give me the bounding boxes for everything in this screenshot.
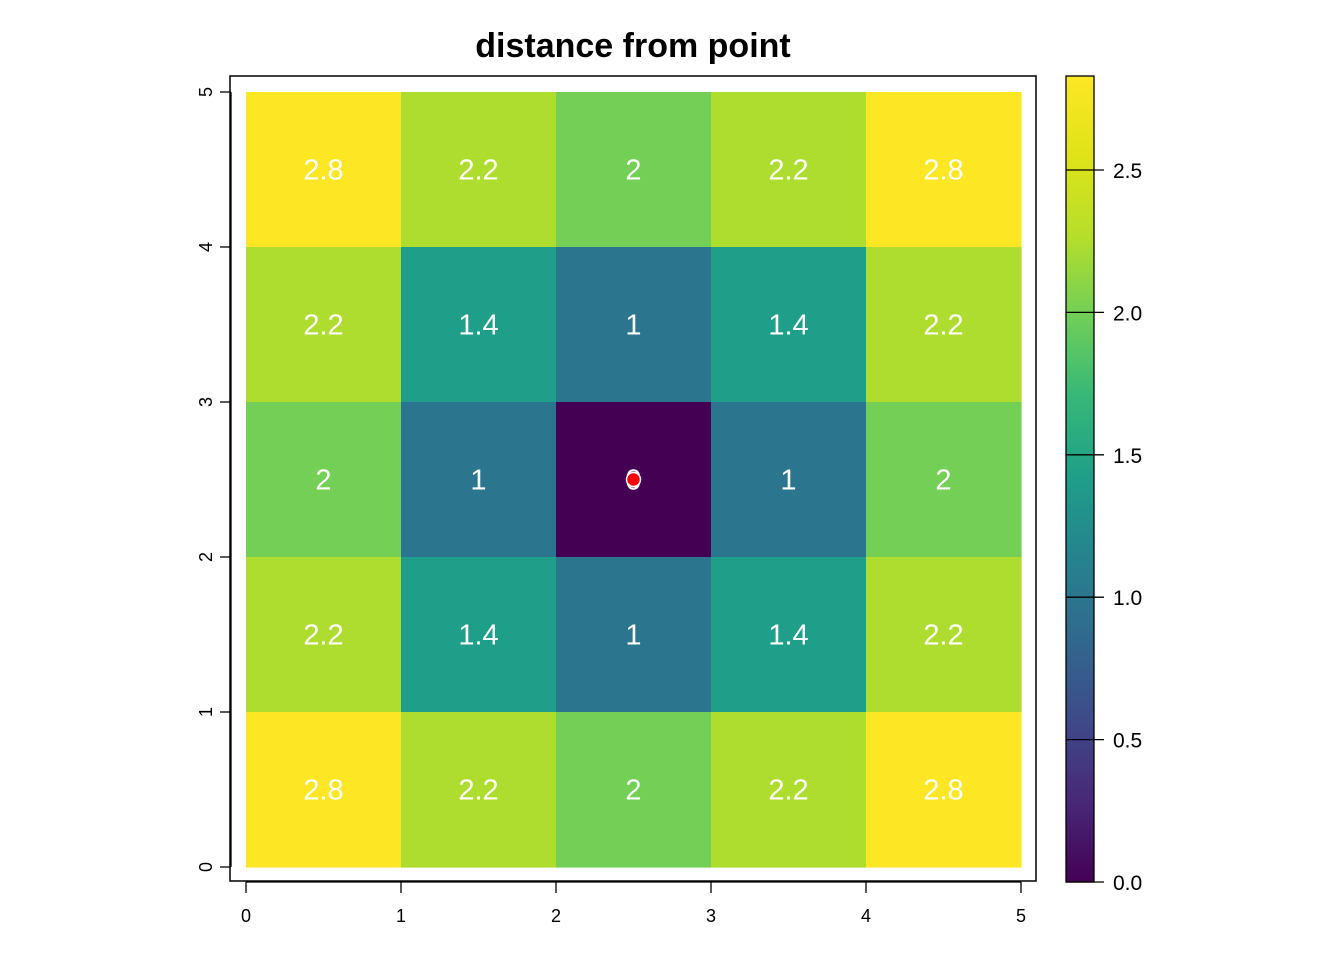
cell-labels: 2.82.222.22.82.21.411.42.2210122.21.411.… [303, 155, 963, 807]
cell-value-label: 1.4 [768, 310, 808, 342]
cell-value-label: 2.2 [923, 620, 963, 652]
y-tick-label: 3 [196, 397, 216, 407]
colorbar-gradient [1065, 75, 1095, 883]
y-tick-label: 0 [196, 862, 216, 872]
y-tick-label: 2 [196, 552, 216, 562]
heatmap-cell [711, 247, 867, 403]
x-tick-label: 0 [241, 906, 251, 926]
y-tick-label: 1 [196, 707, 216, 717]
colorbar-tick-label: 1.0 [1113, 587, 1142, 610]
heatmap-cell [866, 712, 1022, 868]
heatmap-cell [866, 402, 1022, 558]
cell-value-label: 2 [935, 465, 951, 497]
colorbar-tick-label: 2.0 [1113, 302, 1142, 325]
cell-value-label: 1.4 [458, 310, 498, 342]
cell-value-label: 2.2 [768, 775, 808, 807]
y-tick-label: 4 [196, 242, 216, 252]
plot-frame [229, 75, 1037, 882]
heatmap-cell [401, 402, 557, 558]
y-tick-label: 5 [196, 87, 216, 97]
point-marker [625, 471, 642, 488]
colorbar-tick-label: 1.5 [1113, 445, 1142, 468]
cell-value-label: 2.2 [303, 310, 343, 342]
cell-value-label: 1 [625, 620, 641, 652]
cell-value-label: 1 [780, 465, 796, 497]
heatmap-cell [246, 557, 402, 713]
x-tick-label: 1 [396, 906, 406, 926]
x-tick-label: 3 [706, 906, 716, 926]
x-tick-label: 2 [551, 906, 561, 926]
cell-value-label: 2 [315, 465, 331, 497]
colorbar-tick-label: 0.0 [1113, 872, 1142, 895]
heatmap-cell [246, 712, 402, 868]
cell-value-label: 1 [625, 310, 641, 342]
colorbar-tick-label: 2.5 [1113, 160, 1142, 183]
cell-value-label: 1 [470, 465, 486, 497]
heatmap-cell [556, 712, 712, 868]
x-axis: 0 1 2 3 4 5 [241, 881, 1026, 926]
heatmap-cell [711, 712, 867, 868]
heatmap-cell [866, 557, 1022, 713]
heatmap-cell [711, 557, 867, 713]
cell-value-label: 2 [625, 775, 641, 807]
cell-value-label: 2.8 [303, 775, 343, 807]
heatmap-cell [401, 92, 557, 248]
heatmap-cell [866, 92, 1022, 248]
cell-value-label: 2.2 [458, 155, 498, 187]
chart-title: distance from point [475, 27, 790, 65]
heatmap-cell [866, 247, 1022, 403]
cell-value-label: 2.2 [303, 620, 343, 652]
cell-value-label: 2.8 [303, 155, 343, 187]
heatmap-cell [556, 92, 712, 248]
cell-value-label: 2 [625, 155, 641, 187]
cell-value-label: 1.4 [768, 620, 808, 652]
heatmap-cell [556, 557, 712, 713]
heatmap-cell [246, 92, 402, 248]
heatmap-cell [556, 247, 712, 403]
cell-value-label: 2.2 [768, 155, 808, 187]
heatmap-cell [401, 247, 557, 403]
colorbar-tick-label: 0.5 [1113, 730, 1142, 753]
cell-value-label: 2.2 [458, 775, 498, 807]
y-axis: 0 1 2 3 4 5 [196, 87, 232, 872]
colorbar: 0.0 0.5 1.0 1.5 2.0 2.5 [1065, 75, 1142, 895]
cell-value-label: 2.8 [923, 155, 963, 187]
heatmap-cell [711, 402, 867, 558]
source-point [625, 471, 642, 488]
heatmap-cell [711, 92, 867, 248]
heatmap-cell [246, 402, 402, 558]
heatmap-cell [246, 247, 402, 403]
heatmap-cell [401, 712, 557, 868]
cell-value-label: 2.8 [923, 775, 963, 807]
heatmap-cell [401, 557, 557, 713]
cell-value-label: 1.4 [458, 620, 498, 652]
cell-value-label: 2.2 [923, 310, 963, 342]
x-tick-label: 5 [1016, 906, 1026, 926]
x-tick-label: 4 [861, 906, 871, 926]
